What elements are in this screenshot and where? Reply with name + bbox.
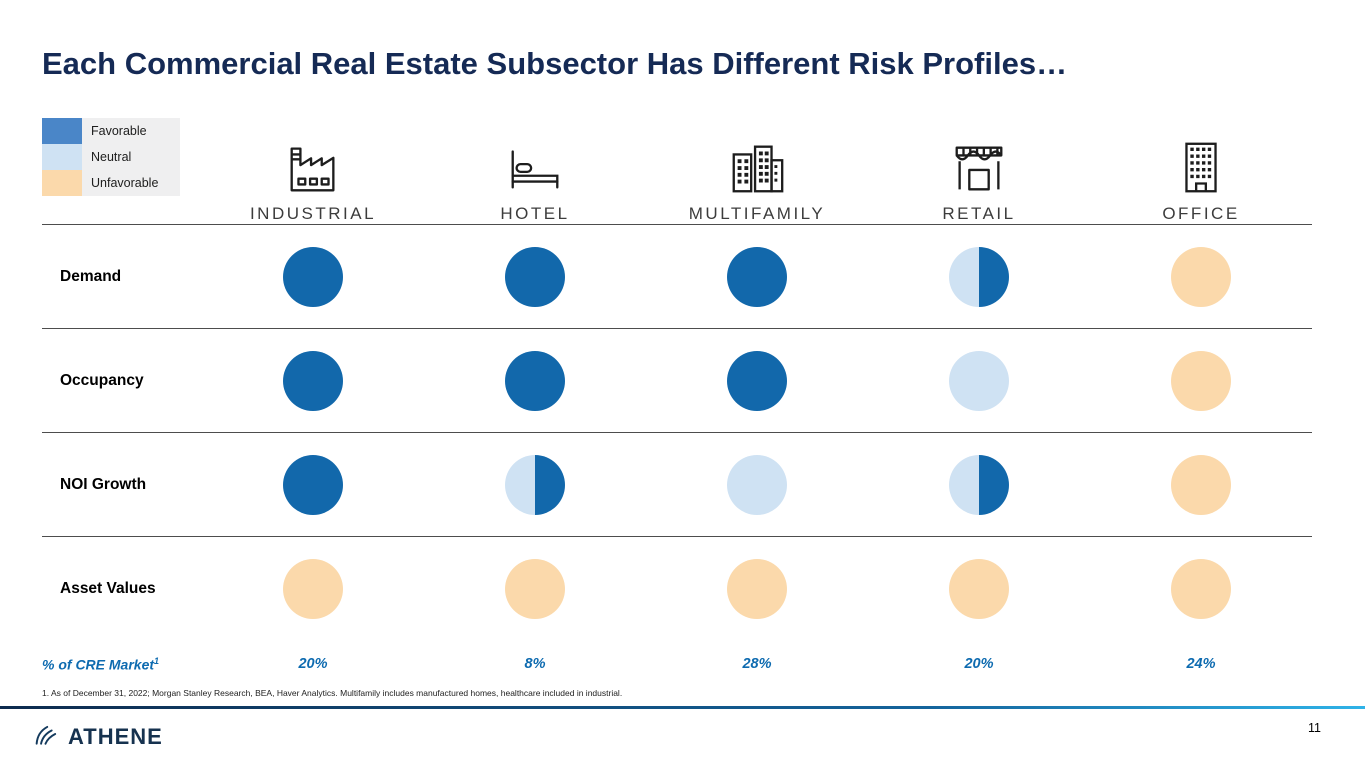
column-header-retail: RETAIL	[868, 112, 1090, 224]
rating-dot-favorable	[727, 350, 787, 411]
rating-dot-favorable	[283, 454, 343, 515]
rating-dot-unfavorable	[1171, 350, 1231, 411]
matrix-row-demand: Demand	[42, 224, 1312, 328]
row-label: Occupancy	[60, 371, 144, 389]
column-label: OFFICE	[1162, 204, 1240, 223]
rating-cell	[202, 246, 424, 307]
rating-cell	[646, 558, 868, 619]
rating-dot-neutral-favorable	[949, 454, 1009, 515]
market-share-value: 20%	[964, 656, 994, 672]
page-title: Each Commercial Real Estate Subsector Ha…	[42, 46, 1068, 81]
column-header-hotel: HOTEL	[424, 112, 646, 224]
rating-cell	[868, 246, 1090, 307]
rating-dot-favorable	[727, 246, 787, 307]
rating-dot-favorable	[505, 246, 565, 307]
legend-label: Neutral	[91, 150, 132, 164]
matrix-row-asset-values: Asset Values	[42, 536, 1312, 640]
market-share-value: 8%	[524, 656, 546, 672]
risk-matrix: Demand Occupancy NOI Growth Asset Values	[42, 224, 1365, 640]
slide-content: Each Commercial Real Estate Subsector Ha…	[42, 46, 1365, 698]
rating-dot-unfavorable	[727, 558, 787, 619]
rating-dot-unfavorable	[949, 558, 1009, 619]
market-share-value: 20%	[298, 656, 328, 672]
row-label: Asset Values	[60, 579, 156, 597]
matrix-row-noi-growth: NOI Growth	[42, 432, 1312, 536]
rating-cell	[1090, 350, 1312, 411]
column-header-industrial: INDUSTRIAL	[202, 112, 424, 224]
rating-cell	[1090, 558, 1312, 619]
rating-cell	[424, 350, 646, 411]
row-label: NOI Growth	[60, 475, 147, 493]
legend-swatch-neutral	[42, 144, 82, 170]
rating-dot-unfavorable	[1171, 454, 1231, 515]
athene-swoosh-icon	[34, 721, 64, 752]
column-headers: Favorable Neutral Unfavorable INDUSTRIAL HO…	[42, 112, 1312, 224]
rating-dot-unfavorable	[505, 558, 565, 619]
rating-cell	[424, 454, 646, 515]
rating-cell	[202, 558, 424, 619]
brand-logo: ATHENE	[34, 721, 163, 752]
factory-icon	[282, 137, 344, 199]
legend-item-favorable: Favorable	[42, 118, 180, 144]
market-share-value: 28%	[742, 656, 772, 672]
footer: ATHENE 11	[0, 709, 1365, 752]
column-label: HOTEL	[500, 204, 570, 223]
column-label: INDUSTRIAL	[249, 204, 377, 223]
storefront-icon	[948, 137, 1010, 199]
brand-name: ATHENE	[68, 723, 163, 749]
rating-dot-favorable	[505, 350, 565, 411]
legend-item-neutral: Neutral	[42, 144, 180, 170]
divider-line	[0, 706, 1365, 709]
rating-cell	[868, 350, 1090, 411]
rating-dot-neutral	[727, 454, 787, 515]
rating-cell	[424, 246, 646, 307]
market-share-value: 24%	[1186, 656, 1216, 672]
column-header-multifamily: MULTIFAMILY	[646, 112, 868, 224]
rating-cell	[646, 246, 868, 307]
matrix-row-occupancy: Occupancy	[42, 328, 1312, 432]
rating-dot-neutral-favorable	[505, 454, 565, 515]
buildings-icon	[726, 137, 788, 199]
office-building-icon	[1170, 137, 1232, 199]
legend-swatch-unfavorable	[42, 170, 82, 196]
rating-cell	[646, 454, 868, 515]
legend-label: Unfavorable	[91, 176, 159, 190]
footnote-ref: 1	[154, 655, 160, 666]
rating-dot-neutral-favorable	[949, 246, 1009, 307]
bed-icon	[504, 137, 566, 199]
column-header-office: OFFICE	[1090, 112, 1312, 224]
market-share-row: % of CRE Market1 20% 8% 28% 20% 24%	[42, 642, 1312, 686]
page-number: 11	[1308, 721, 1321, 735]
rating-cell	[646, 350, 868, 411]
rating-dot-unfavorable	[1171, 246, 1231, 307]
rating-cell	[868, 454, 1090, 515]
rating-dot-unfavorable	[283, 558, 343, 619]
rating-cell	[1090, 454, 1312, 515]
rating-cell	[424, 558, 646, 619]
rating-dot-neutral	[949, 350, 1009, 411]
rating-dot-favorable	[283, 246, 343, 307]
footnote: 1. As of December 31, 2022; Morgan Stanl…	[42, 688, 623, 698]
row-label: Demand	[60, 267, 122, 285]
rating-cell	[202, 454, 424, 515]
legend: Favorable Neutral Unfavorable	[42, 112, 202, 196]
legend-swatch-favorable	[42, 118, 82, 144]
legend-label: Favorable	[91, 124, 147, 138]
market-row-label: % of CRE Market1	[42, 656, 202, 673]
rating-dot-unfavorable	[1171, 558, 1231, 619]
legend-item-unfavorable: Unfavorable	[42, 170, 180, 196]
rating-cell	[202, 350, 424, 411]
market-row-label-text: % of CRE Market	[42, 656, 155, 673]
column-label: RETAIL	[942, 204, 1016, 223]
rating-dot-favorable	[283, 350, 343, 411]
column-label: MULTIFAMILY	[688, 204, 826, 223]
rating-cell	[868, 558, 1090, 619]
rating-cell	[1090, 246, 1312, 307]
